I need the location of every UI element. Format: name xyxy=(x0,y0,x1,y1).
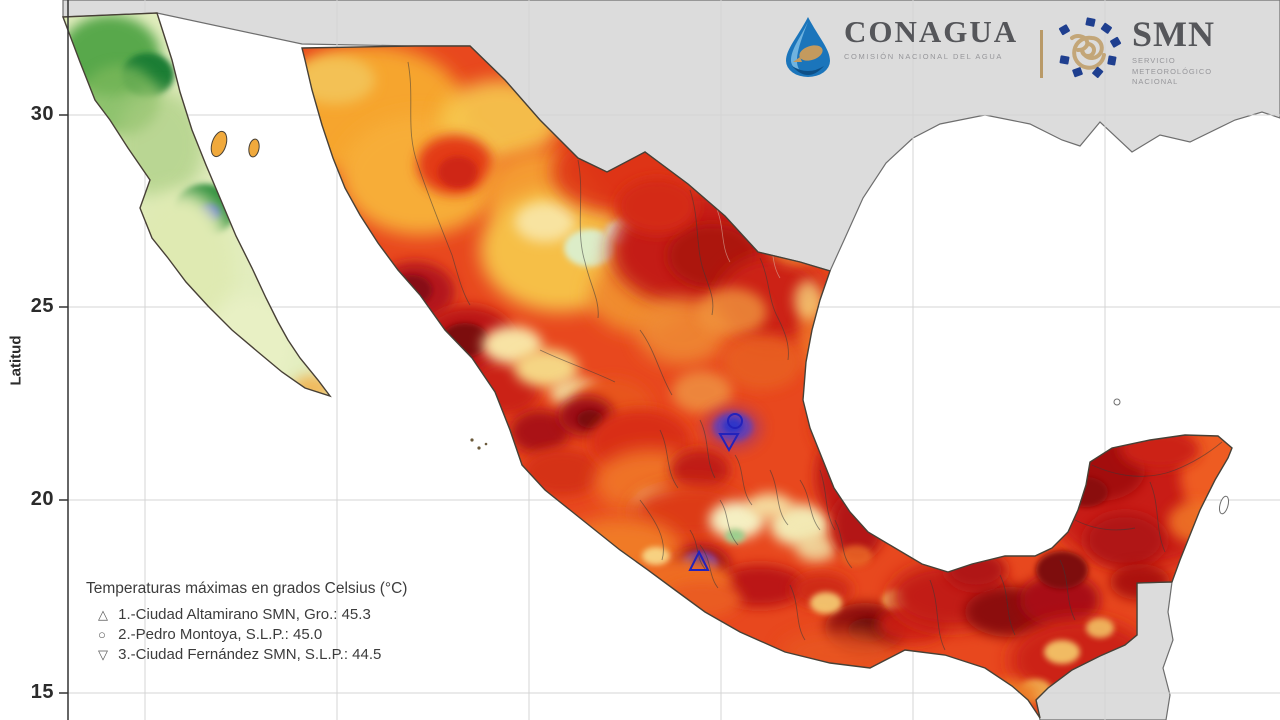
station-2-circle-marker xyxy=(727,413,743,429)
smn-spiral-icon xyxy=(1058,17,1122,78)
coastlines xyxy=(62,12,1233,719)
smn-subtitle-line-2: METEOROLÓGICO xyxy=(1132,66,1213,76)
station-1-triangle-up-marker xyxy=(688,549,710,571)
conagua-logo: CONAGUA COMISIÓN NACIONAL DEL AGUA xyxy=(780,16,1018,78)
y-tick-30: 30 xyxy=(30,103,54,125)
legend-entry-2: ○ 2.-Pedro Montoya, S.L.P.: 45.0 xyxy=(98,626,407,643)
station-3-triangle-down-marker xyxy=(718,433,740,453)
y-tick-25: 25 xyxy=(30,295,54,317)
smn-wordmark: SMN xyxy=(1132,14,1215,54)
legend-title: Temperaturas máximas en grados Celsius (… xyxy=(86,580,408,597)
circle-icon: ○ xyxy=(98,627,106,642)
conagua-wordmark: CONAGUA xyxy=(844,14,1019,49)
logo-separator xyxy=(1040,30,1043,78)
station-markers xyxy=(688,413,743,571)
legend-entry-3-label: 3.-Ciudad Fernández SMN, S.L.P.: 44.5 xyxy=(118,646,382,663)
legend-entry-3: ▽ 3.-Ciudad Fernández SMN, S.L.P.: 44.5 xyxy=(98,646,407,663)
smn-logo: SMN SERVICIO METEOROLÓGICO NACIONAL xyxy=(1058,16,1215,88)
legend-entry-2-label: 2.-Pedro Montoya, S.L.P.: 45.0 xyxy=(118,626,323,643)
y-axis xyxy=(59,0,69,720)
smn-subtitle-line-1: SERVICIO xyxy=(1132,56,1176,65)
triangle-down-icon: ▽ xyxy=(98,647,108,662)
triangle-up-icon: △ xyxy=(98,607,108,622)
state-borders xyxy=(407,61,1223,651)
y-tick-15: 15 xyxy=(30,681,54,703)
legend-entry-1-label: 1.-Ciudad Altamirano SMN, Gro.: 45.3 xyxy=(118,606,371,623)
map-legend: Temperaturas máximas en grados Celsius (… xyxy=(86,580,407,666)
conagua-subtitle: COMISIÓN NACIONAL DEL AGUA xyxy=(844,52,1003,61)
y-tick-20: 20 xyxy=(30,488,54,510)
conagua-drop-icon xyxy=(786,17,830,77)
y-axis-title: Latitud xyxy=(7,335,25,386)
islands xyxy=(210,130,1230,515)
legend-entry-1: △ 1.-Ciudad Altamirano SMN, Gro.: 45.3 xyxy=(98,606,407,623)
smn-subtitle-line-3: NACIONAL xyxy=(1132,77,1179,86)
